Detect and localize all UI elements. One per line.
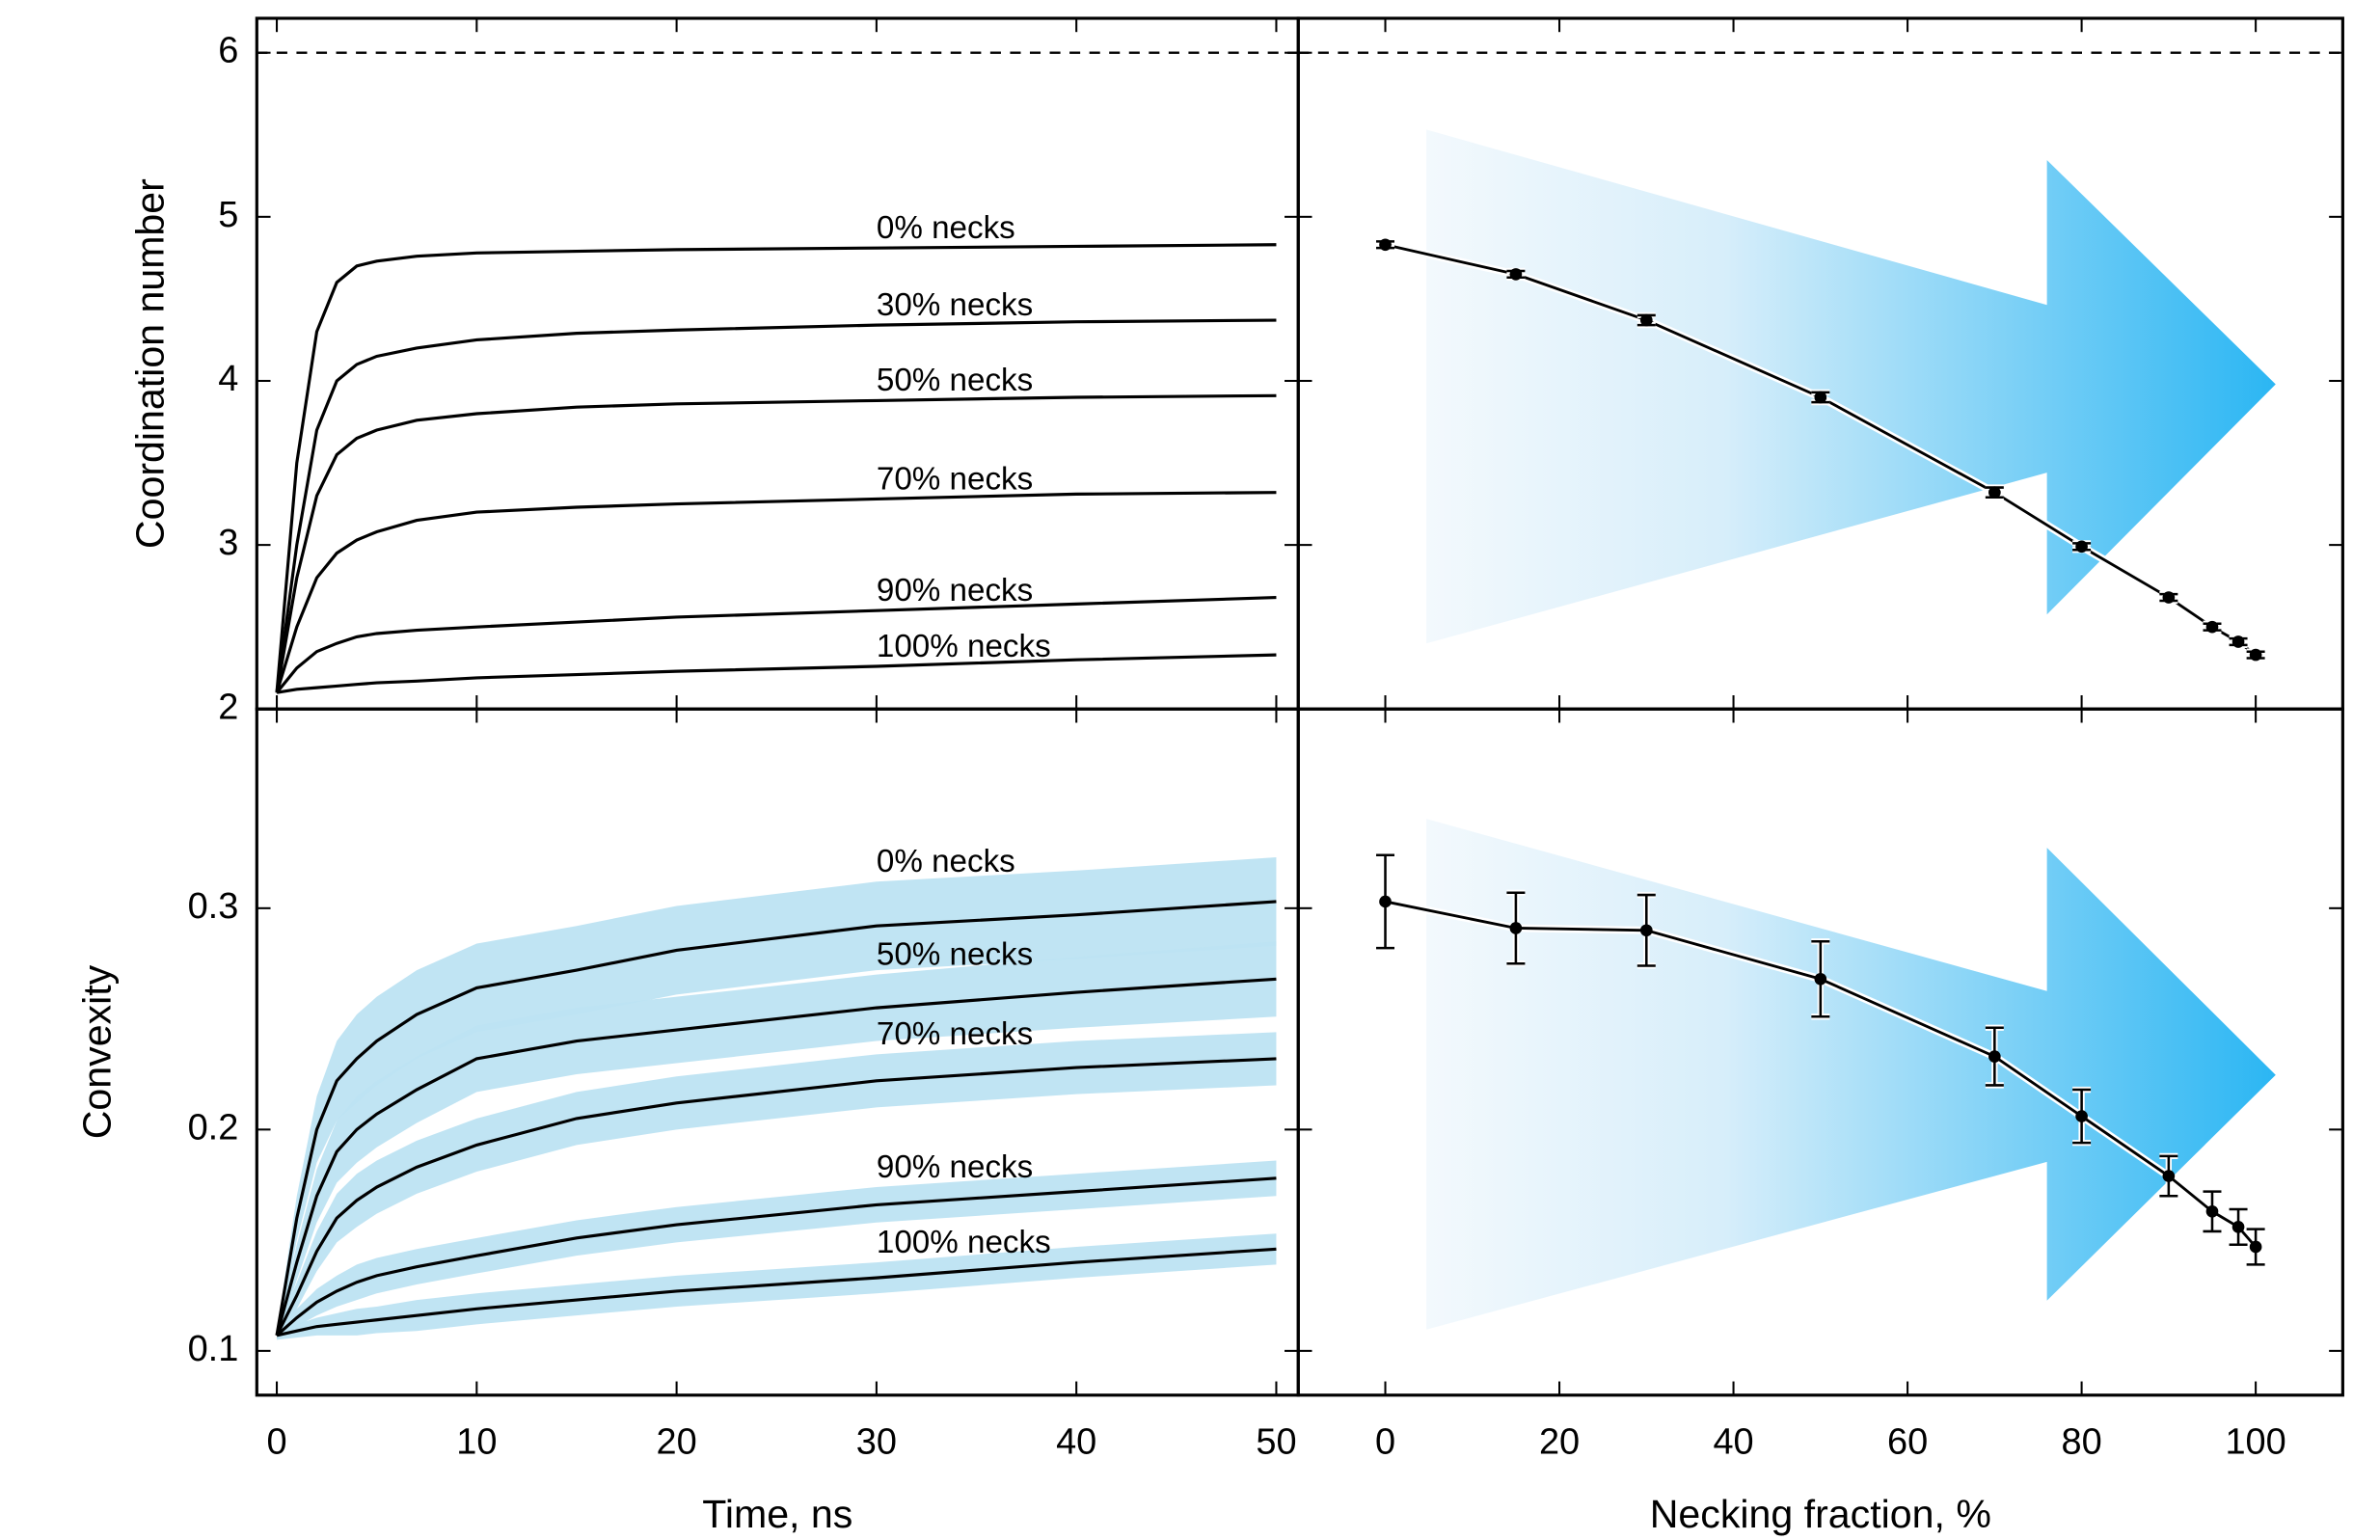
y-tick-label: 0.1 xyxy=(188,1329,239,1369)
x-tick-label: 20 xyxy=(657,1421,697,1462)
series-label: 50% necks xyxy=(877,363,1033,398)
data-point xyxy=(2075,1110,2088,1122)
y-tick-label: 0.3 xyxy=(188,886,239,927)
series-label: 90% necks xyxy=(877,1149,1033,1185)
data-point xyxy=(2205,1204,2219,1218)
y-tick-label: 4 xyxy=(218,359,238,399)
x-tick-label: 100 xyxy=(2225,1421,2285,1462)
data-point xyxy=(1379,238,1392,252)
data-point xyxy=(2249,648,2262,662)
series-label: 0% necks xyxy=(877,210,1015,246)
data-point xyxy=(1509,268,1523,281)
y-tick-label: 2 xyxy=(218,687,238,727)
series-line xyxy=(276,653,1277,694)
data-point xyxy=(1814,391,1827,404)
series-line xyxy=(275,491,1277,693)
y-axis-label: Convexity xyxy=(74,964,119,1139)
y-tick-label: 0.2 xyxy=(188,1107,239,1148)
data-point xyxy=(1639,313,1653,327)
data-point xyxy=(1814,972,1827,986)
data-point xyxy=(1639,924,1653,937)
series-label: 70% necks xyxy=(877,1016,1033,1052)
arrow-decoration xyxy=(1426,129,2276,644)
x-tick-label: 20 xyxy=(1539,1421,1580,1462)
arrow-decoration xyxy=(1426,819,2276,1330)
x-tick-label: 40 xyxy=(1056,1421,1096,1462)
panel-frame xyxy=(1296,707,2344,1397)
y-tick-label: 3 xyxy=(218,523,238,563)
data-point xyxy=(2249,1240,2262,1254)
data-point xyxy=(1988,486,2001,499)
x-tick-label: 10 xyxy=(456,1421,497,1462)
y-tick-label: 6 xyxy=(218,31,238,71)
confidence-band xyxy=(277,1032,1277,1340)
series-line xyxy=(275,393,1277,693)
series-label: 100% necks xyxy=(877,629,1051,664)
series-line xyxy=(275,595,1277,694)
series-line xyxy=(1385,900,2258,1248)
series-line xyxy=(275,1057,1277,1337)
x-tick-label: 0 xyxy=(1375,1421,1395,1462)
data-point xyxy=(2162,591,2176,604)
x-tick-label: 0 xyxy=(266,1421,286,1462)
panel-frame xyxy=(255,16,1300,711)
confidence-band xyxy=(277,941,1277,1340)
data-point xyxy=(1379,895,1392,908)
confidence-band xyxy=(277,1160,1277,1340)
y-tick-label: 5 xyxy=(218,195,238,235)
series-line xyxy=(275,1176,1277,1337)
series-label: 30% necks xyxy=(877,287,1033,323)
x-tick-label: 30 xyxy=(856,1421,897,1462)
series-line xyxy=(275,900,1277,1337)
x-tick-label: 40 xyxy=(1713,1421,1753,1462)
data-point xyxy=(1988,1050,2001,1063)
confidence-band xyxy=(277,1233,1277,1340)
data-point xyxy=(1509,922,1523,934)
series-line xyxy=(276,1247,1277,1337)
y-axis-label: Coordination number xyxy=(128,178,173,549)
series-label: 100% necks xyxy=(877,1225,1051,1260)
data-point xyxy=(2162,1170,2176,1182)
series-label: 0% necks xyxy=(877,844,1015,879)
series-label: 70% necks xyxy=(877,461,1033,497)
data-point xyxy=(2205,620,2219,634)
data-point xyxy=(2231,1221,2245,1233)
data-point xyxy=(2075,540,2088,554)
series-line xyxy=(275,977,1277,1337)
series-line xyxy=(275,243,1277,693)
series-line xyxy=(1385,243,2257,657)
x-axis-label: Time, ns xyxy=(702,1492,852,1536)
series-label: 50% necks xyxy=(877,936,1033,972)
series-line xyxy=(275,318,1277,693)
x-tick-label: 60 xyxy=(1887,1421,1928,1462)
series-label: 90% necks xyxy=(877,573,1033,608)
x-tick-label: 50 xyxy=(1256,1421,1296,1462)
x-axis-label: Necking fraction, % xyxy=(1650,1492,1991,1536)
x-tick-label: 80 xyxy=(2061,1421,2101,1462)
data-point xyxy=(2231,635,2245,648)
